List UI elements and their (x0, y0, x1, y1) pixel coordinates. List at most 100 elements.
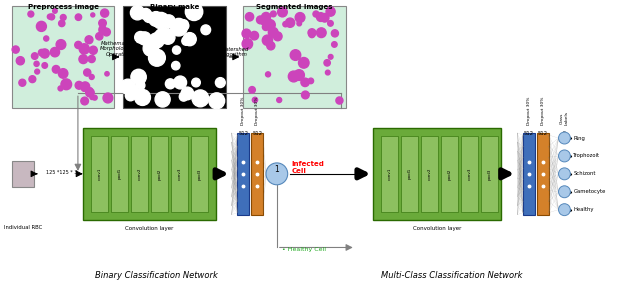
Circle shape (266, 72, 271, 77)
Circle shape (174, 76, 187, 89)
FancyBboxPatch shape (401, 136, 419, 212)
Text: Gametocyte: Gametocyte (573, 189, 605, 194)
Circle shape (252, 97, 257, 103)
FancyBboxPatch shape (124, 6, 226, 108)
Circle shape (49, 14, 54, 20)
Circle shape (332, 42, 337, 47)
FancyBboxPatch shape (91, 136, 108, 212)
Circle shape (328, 20, 333, 26)
Circle shape (161, 30, 175, 44)
Circle shape (559, 132, 570, 144)
Circle shape (58, 69, 68, 78)
Circle shape (79, 44, 90, 54)
Circle shape (16, 57, 24, 65)
Circle shape (242, 39, 253, 49)
Circle shape (155, 92, 170, 107)
Circle shape (126, 84, 140, 99)
Text: Dropout 30%: Dropout 30% (541, 97, 545, 125)
FancyBboxPatch shape (381, 136, 398, 212)
FancyBboxPatch shape (171, 136, 188, 212)
Text: Dropout 30%: Dropout 30% (255, 97, 259, 125)
Circle shape (308, 29, 316, 37)
Text: Trophozoit: Trophozoit (573, 153, 600, 158)
Text: Healthy: Healthy (573, 207, 594, 212)
FancyBboxPatch shape (442, 136, 458, 212)
Circle shape (301, 78, 309, 87)
Text: Multi-Class Classification Network: Multi-Class Classification Network (381, 272, 523, 280)
Circle shape (40, 49, 49, 58)
Circle shape (99, 19, 106, 27)
Circle shape (134, 89, 150, 105)
Circle shape (19, 79, 26, 86)
Circle shape (257, 16, 264, 24)
Text: conv1: conv1 (388, 168, 392, 180)
Text: conv2: conv2 (138, 168, 141, 180)
Circle shape (85, 36, 93, 44)
Circle shape (56, 40, 66, 49)
Circle shape (47, 14, 52, 19)
FancyBboxPatch shape (252, 133, 263, 215)
Circle shape (163, 15, 175, 28)
Circle shape (308, 31, 315, 38)
Circle shape (100, 9, 109, 17)
Circle shape (192, 90, 209, 107)
Text: conv1: conv1 (97, 168, 101, 180)
Circle shape (131, 6, 145, 20)
Circle shape (102, 28, 110, 36)
Circle shape (201, 25, 211, 35)
Circle shape (170, 18, 188, 36)
Circle shape (321, 14, 329, 22)
Circle shape (262, 24, 269, 30)
Text: conv3: conv3 (468, 168, 472, 180)
Text: 512: 512 (538, 131, 548, 136)
Circle shape (88, 88, 92, 92)
Circle shape (325, 70, 330, 75)
Circle shape (261, 20, 266, 25)
Circle shape (52, 66, 60, 73)
Circle shape (149, 33, 164, 48)
Circle shape (120, 79, 135, 94)
Text: Ring: Ring (573, 135, 585, 141)
FancyBboxPatch shape (191, 136, 208, 212)
Circle shape (328, 55, 333, 59)
Circle shape (75, 82, 83, 89)
Circle shape (125, 90, 136, 101)
Circle shape (38, 49, 45, 56)
Circle shape (131, 69, 147, 85)
Circle shape (165, 79, 175, 89)
Circle shape (289, 71, 299, 82)
Text: 512: 512 (524, 131, 534, 136)
Circle shape (283, 22, 288, 27)
Text: pool1: pool1 (117, 168, 121, 179)
Text: Individual RBC: Individual RBC (4, 225, 42, 229)
Circle shape (99, 27, 106, 34)
Circle shape (317, 13, 325, 21)
FancyBboxPatch shape (461, 136, 479, 212)
Circle shape (89, 46, 97, 54)
Circle shape (61, 79, 72, 90)
Circle shape (276, 97, 282, 103)
Text: 5: 5 (563, 131, 566, 136)
Circle shape (88, 55, 95, 62)
Circle shape (154, 30, 168, 43)
Circle shape (559, 150, 570, 162)
Circle shape (301, 91, 309, 99)
Text: 1: 1 (275, 165, 279, 174)
Circle shape (92, 95, 97, 100)
Text: Binary Classification Network: Binary Classification Network (95, 272, 218, 280)
Circle shape (90, 95, 94, 100)
Circle shape (58, 86, 63, 91)
Circle shape (262, 12, 271, 22)
FancyBboxPatch shape (523, 133, 535, 215)
Circle shape (172, 61, 180, 70)
Text: conv2: conv2 (428, 168, 432, 180)
Circle shape (12, 46, 19, 53)
FancyBboxPatch shape (12, 6, 115, 108)
Text: Dropout 30%: Dropout 30% (527, 97, 531, 125)
Circle shape (179, 92, 188, 101)
Text: Schizont: Schizont (573, 171, 596, 176)
Circle shape (42, 63, 47, 68)
FancyBboxPatch shape (111, 136, 128, 212)
Circle shape (29, 76, 36, 83)
Circle shape (181, 87, 194, 100)
